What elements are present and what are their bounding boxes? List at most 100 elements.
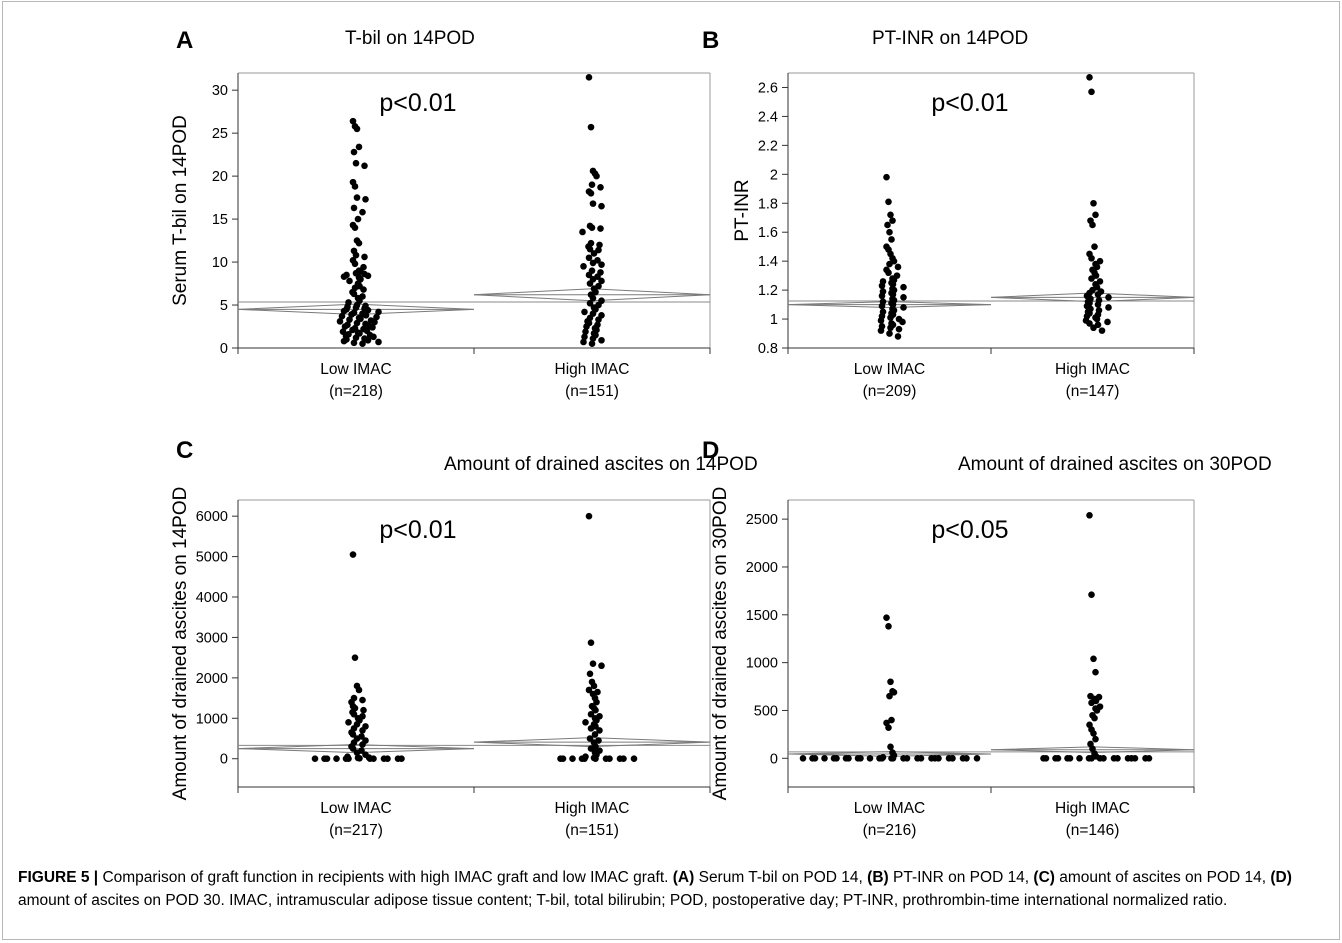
caption-body: Comparison of graft function in recipien… — [18, 869, 1292, 909]
data-point — [398, 755, 405, 763]
data-point — [1091, 714, 1098, 722]
data-point — [348, 311, 355, 318]
y-tick-label: 5000 — [196, 550, 228, 566]
data-point — [355, 239, 363, 247]
data-point — [1090, 730, 1097, 737]
data-point — [1104, 318, 1111, 326]
data-point — [890, 688, 898, 696]
data-point — [361, 253, 368, 261]
data-point — [887, 324, 894, 332]
data-point — [588, 340, 596, 348]
data-point — [586, 670, 594, 678]
data-point — [350, 148, 358, 156]
data-point — [370, 755, 377, 763]
data-point — [364, 336, 372, 344]
x-category-n-label: (n=151) — [565, 822, 619, 839]
data-point — [346, 316, 353, 323]
data-point — [349, 117, 357, 125]
caption-figure-label: FIGURE 5 | — [18, 869, 99, 886]
data-point — [583, 323, 590, 330]
data-point — [340, 273, 348, 280]
data-point — [353, 125, 361, 133]
data-point — [371, 318, 378, 326]
data-point — [591, 731, 599, 738]
data-point — [917, 755, 925, 762]
data-point — [598, 261, 605, 268]
data-point — [894, 263, 902, 271]
data-point — [340, 337, 348, 345]
data-point — [353, 319, 361, 327]
data-point — [1052, 755, 1059, 762]
data-point — [1093, 707, 1101, 714]
y-tick-label: 1.4 — [758, 254, 778, 270]
data-point — [350, 290, 358, 298]
data-point — [887, 211, 894, 219]
figure-caption: FIGURE 5 | Comparison of graft function … — [18, 866, 1318, 912]
data-point — [620, 755, 627, 763]
data-point — [878, 292, 886, 300]
data-point — [588, 224, 596, 231]
data-point — [341, 323, 349, 330]
data-point — [1085, 755, 1093, 762]
data-point — [589, 660, 597, 668]
panel-d: D Amount of drained ascites on 30POD 0 500 1… — [702, 437, 1272, 839]
data-point — [351, 260, 359, 268]
data-point — [586, 280, 594, 287]
data-point — [578, 755, 586, 763]
data-point — [1090, 655, 1097, 663]
data-point — [359, 727, 366, 734]
data-point — [888, 236, 895, 243]
data-point — [349, 745, 357, 752]
data-point — [799, 755, 807, 762]
y-tick-label: 1000 — [746, 656, 778, 672]
data-point — [586, 735, 594, 742]
data-point — [589, 335, 597, 342]
data-point — [886, 260, 893, 268]
data-point — [1089, 221, 1096, 229]
panel-label: B — [702, 27, 719, 54]
data-point — [595, 316, 602, 323]
data-point — [587, 190, 595, 197]
data-point — [362, 312, 370, 319]
y-tick-label: 0 — [220, 341, 228, 357]
data-point — [355, 686, 363, 694]
x-category-label: High IMAC — [1055, 800, 1130, 817]
data-point — [340, 307, 348, 315]
data-point — [1105, 304, 1112, 311]
data-point — [597, 225, 604, 232]
panel-label: D — [702, 437, 719, 464]
data-point — [885, 724, 892, 731]
data-point — [587, 710, 595, 718]
data-point — [884, 221, 891, 229]
data-point — [311, 755, 319, 763]
data-point — [1098, 327, 1106, 334]
panel-label: A — [176, 27, 193, 54]
x-category-label: High IMAC — [555, 361, 630, 378]
data-point — [581, 333, 588, 341]
caption-panel-ref: (B) — [867, 869, 889, 886]
data-point — [1088, 88, 1095, 96]
data-point — [888, 716, 895, 724]
y-tick-label: 15 — [212, 212, 228, 228]
data-point — [876, 755, 883, 762]
data-point — [1090, 199, 1097, 207]
data-point — [345, 719, 352, 726]
data-point — [592, 755, 599, 763]
data-point — [830, 755, 838, 762]
data-point — [1092, 735, 1099, 743]
x-category-label: Low IMAC — [320, 361, 392, 378]
data-point — [352, 159, 360, 167]
data-point — [359, 696, 366, 704]
data-point — [589, 259, 597, 267]
data-point — [359, 340, 366, 348]
data-point — [885, 198, 892, 206]
y-axis-label: PT-INR — [732, 179, 753, 241]
data-point — [1092, 211, 1099, 219]
data-point — [346, 277, 353, 285]
data-point — [557, 755, 564, 763]
data-point — [349, 326, 356, 334]
data-point — [1100, 755, 1107, 762]
data-point — [899, 318, 906, 326]
y-tick-label: 4000 — [196, 590, 228, 606]
